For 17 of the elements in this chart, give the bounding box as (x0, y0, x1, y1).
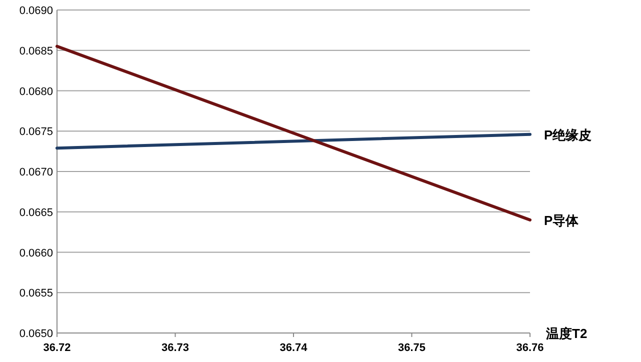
x-tick-label: 36.76 (516, 342, 544, 354)
y-tick-label: 0.0665 (19, 206, 53, 219)
series-label: P绝缘皮 (544, 127, 592, 142)
y-tick-label: 0.0680 (19, 86, 53, 98)
x-axis-title: 温度T2 (545, 326, 588, 341)
x-tick-label: 36.74 (280, 342, 308, 354)
x-tick-label: 36.72 (43, 342, 71, 354)
y-tick-label: 0.0685 (19, 45, 53, 58)
y-tick-label: 0.0660 (19, 247, 53, 260)
y-tick-label: 0.0670 (19, 166, 53, 178)
y-tick-label: 0.0655 (19, 288, 53, 300)
y-tick-label: 0.0650 (19, 328, 53, 340)
x-tick-label: 36.73 (161, 342, 190, 354)
x-tick-label: 36.75 (398, 342, 426, 354)
y-tick-label: 0.0690 (19, 5, 53, 17)
series-label: P导体 (544, 212, 580, 228)
y-tick-label: 0.0675 (19, 126, 53, 138)
